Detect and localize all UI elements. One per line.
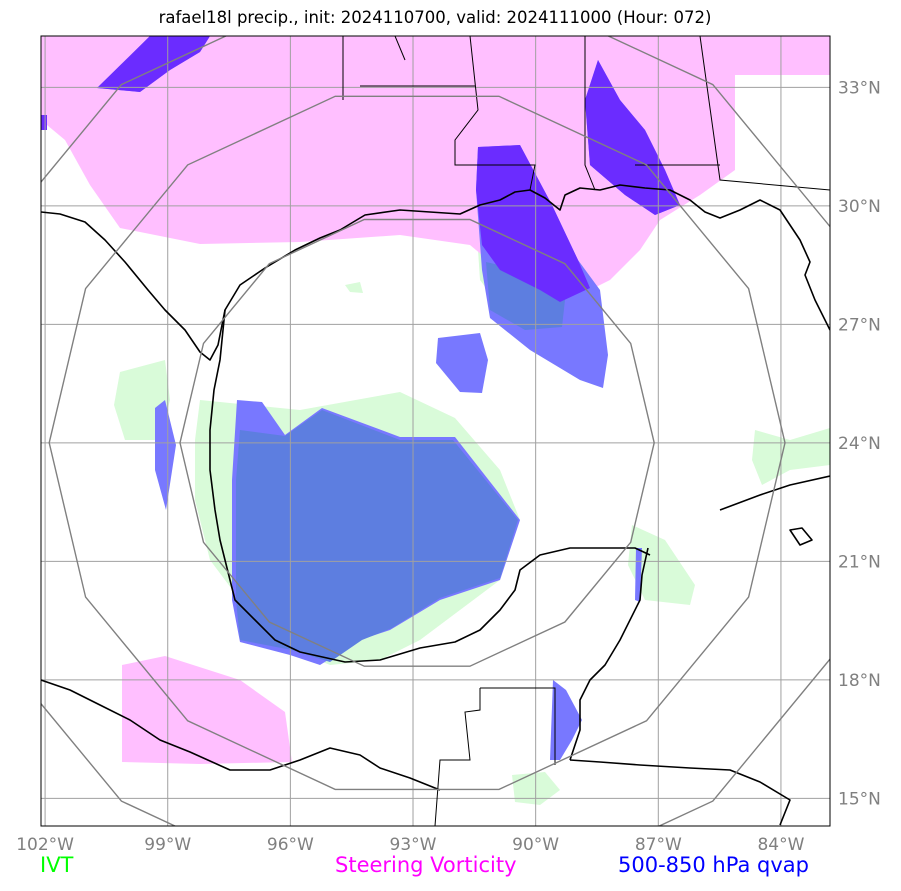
lat-tick-label: 30°N: [838, 197, 881, 217]
vorticity-region-north: [41, 36, 830, 305]
lat-tick-label: 33°N: [838, 78, 881, 98]
lon-tick-label: 93°W: [390, 835, 437, 855]
lat-tick-label: 21°N: [838, 552, 881, 572]
legend-qvap: 500-850 hPa qvap: [618, 853, 809, 877]
lat-tick-labels: 15°N 18°N 21°N 24°N 27°N 30°N 33°N: [838, 78, 881, 809]
lat-tick-label: 24°N: [838, 434, 881, 454]
cuba: [719, 475, 830, 511]
state-border-3: [394, 36, 406, 61]
texas-mexico-coast: [209, 309, 651, 663]
qvap-region-small-blob: [436, 333, 488, 393]
coastlines: [41, 184, 830, 826]
lat-tick-label: 18°N: [838, 671, 881, 691]
plot-frame: [40, 35, 831, 827]
overlap-shading: [236, 262, 565, 662]
lon-tick-label: 90°W: [512, 835, 559, 855]
central-america-coast: [569, 759, 791, 826]
lat-tick-label: 15°N: [838, 789, 881, 809]
lat-tick-label: 27°N: [838, 315, 881, 335]
ivt-region-small: [345, 282, 363, 293]
overlap-purple-edge: [41, 115, 47, 130]
legend-ivt: IVT: [40, 853, 74, 877]
legend-steering-vorticity: Steering Vorticity: [335, 853, 517, 877]
lon-tick-label: 99°W: [144, 835, 191, 855]
state-border-6: [699, 36, 830, 191]
isle-of-youth: [789, 527, 813, 546]
lon-tick-label: 84°W: [757, 835, 804, 855]
political-borders: [342, 36, 830, 826]
ivt-region-yucatan-east: [628, 525, 695, 605]
mexico-guatemala-border: [434, 687, 556, 826]
qvap-region-west-strip: [155, 400, 176, 510]
lon-tick-label: 96°W: [267, 835, 314, 855]
ivt-region-east-edge: [752, 428, 830, 485]
mexico-pacific-coast: [41, 679, 441, 791]
chart-title: rafael18l precip., init: 2024110700, val…: [158, 8, 712, 27]
range-ring: [48, 95, 786, 791]
vorticity-region-southwest: [122, 656, 292, 764]
gridlines: [41, 36, 830, 826]
lon-tick-labels: 102°W 99°W 96°W 93°W 90°W 87°W 84°W: [16, 835, 804, 855]
vorticity-contours: [41, 36, 830, 764]
gulf-coastline: [41, 184, 830, 361]
state-border-4: [454, 36, 536, 191]
overlap-purple-arkansas: [97, 36, 210, 92]
yucatan-east-coast: [569, 547, 649, 761]
qvap-region-belize: [550, 680, 582, 760]
lon-tick-label: 87°W: [635, 835, 682, 855]
overlap-region-north: [486, 262, 565, 330]
state-border-5: [584, 36, 596, 191]
overlap-region-central: [236, 410, 518, 662]
range-ring: [179, 218, 655, 667]
lon-tick-label: 102°W: [16, 835, 74, 855]
